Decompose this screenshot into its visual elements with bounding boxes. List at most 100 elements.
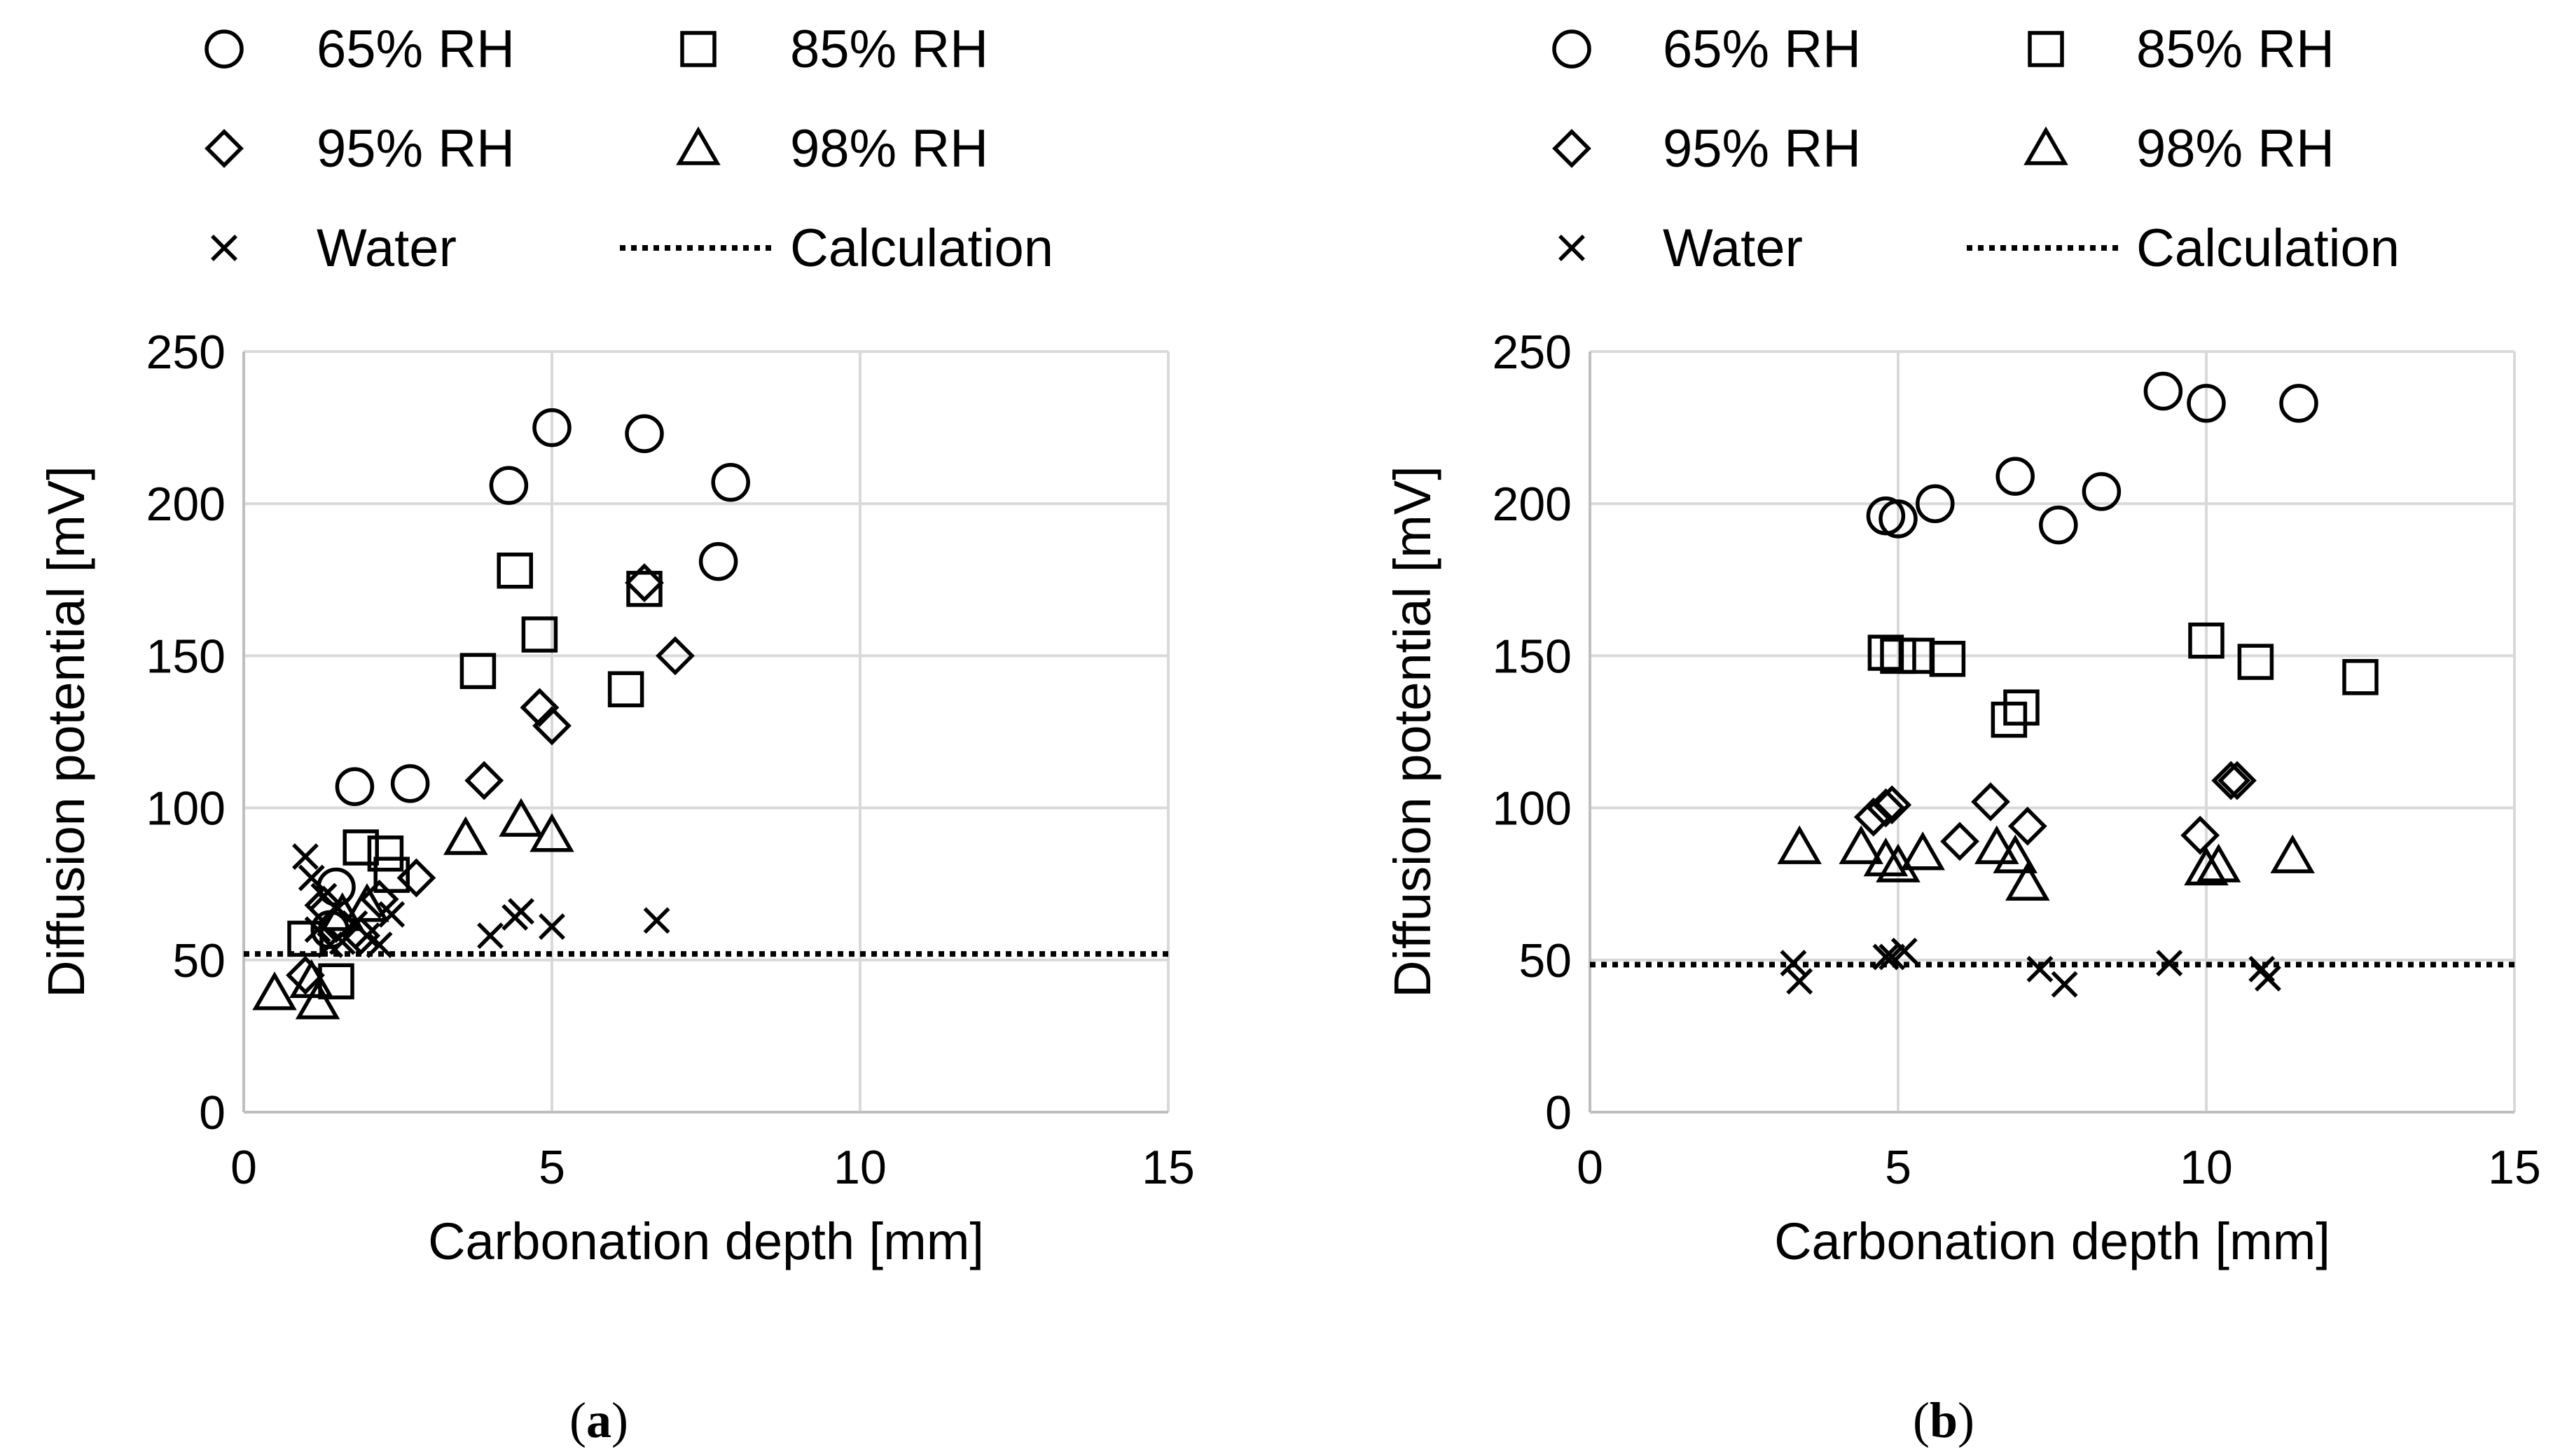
- y-tick-label-3: 150: [146, 630, 226, 683]
- point-65-rh-6: [711, 463, 750, 502]
- y-tick-label-1: 50: [1518, 934, 1572, 987]
- point-98-rh-4: [1900, 831, 1945, 871]
- x-tick-label-0: 0: [230, 1141, 257, 1194]
- point-65-rh-2: [390, 764, 430, 803]
- point-water-1: [1786, 968, 1813, 995]
- point-95-rh-8: [532, 706, 572, 746]
- point-water-5: [2026, 955, 2054, 983]
- y-tick-label-0: 0: [199, 1086, 226, 1139]
- point-98-rh-4: [345, 883, 389, 922]
- chart-panel-a: 0 50 100 150 200 250 0 5 10 15 Carbonation depth […: [37, 20, 1195, 1448]
- point-98-rh-6: [1993, 834, 2037, 873]
- point-65-rh-4: [532, 408, 572, 448]
- point-65-rh-3: [1995, 457, 2035, 496]
- y-axis-title: Diffusion potential [mV]: [37, 466, 95, 998]
- point-95-rh-9: [625, 563, 664, 603]
- x-axis-title: Carbonation depth [mm]: [428, 1212, 984, 1270]
- point-95-rh-6: [2180, 815, 2220, 855]
- x-tick-label-2: 10: [833, 1141, 887, 1194]
- point-85-rh-6: [2188, 622, 2225, 659]
- legend-marker-85-rh: [2028, 31, 2064, 67]
- series-water: [292, 843, 670, 959]
- point-85-rh-1: [1880, 637, 1916, 674]
- legend: 65% RH 85% RH 95% RH 98% RH Water Calculation: [1552, 20, 2400, 278]
- legend-marker-98-rh: [2023, 126, 2068, 165]
- point-95-rh-1: [1866, 788, 1906, 828]
- y-tick-label-2: 100: [146, 782, 226, 836]
- series-65-rh: [310, 408, 750, 950]
- point-water-0: [292, 843, 319, 871]
- legend-label-water: Water: [317, 219, 457, 278]
- point-98-rh-2: [295, 980, 340, 1020]
- point-85-rh-3: [367, 836, 404, 872]
- point-85-rh-8: [607, 671, 644, 707]
- legend-label-85-rh: 85% RH: [790, 20, 988, 79]
- legend-marker-95-rh: [205, 129, 244, 168]
- point-65-rh-1: [335, 767, 375, 806]
- point-95-rh-6: [464, 761, 504, 800]
- panel-caption-b: (b): [1913, 1392, 1974, 1448]
- point-98-rh-5: [443, 816, 488, 855]
- legend: 65% RH 85% RH 95% RH 98% RH Water Calculation: [205, 20, 1053, 278]
- y-tick-label-1: 50: [172, 934, 226, 987]
- panel-caption-a: (a): [569, 1392, 628, 1448]
- point-water-14: [643, 907, 670, 934]
- x-tick-label-1: 5: [539, 1141, 565, 1194]
- series-85-rh: [287, 553, 663, 999]
- x-tick-label-3: 15: [2488, 1141, 2541, 1194]
- series-85-rh: [1867, 622, 2379, 738]
- point-98-rh-0: [252, 971, 297, 1011]
- point-water-2: [310, 882, 338, 910]
- point-65-rh-5: [2082, 472, 2122, 511]
- point-85-rh-2: [343, 829, 379, 866]
- chart-panel-b: 0 50 100 150 200 250 0 5 10 15 Carbonation depth […: [1383, 20, 2541, 1448]
- point-98-rh-1: [1839, 825, 1883, 864]
- point-95-rh-0: [1853, 797, 1893, 837]
- y-axis-title: Diffusion potential [mV]: [1383, 466, 1441, 998]
- y-tick-label-5: 250: [1493, 326, 1572, 379]
- series-65-rh: [1866, 371, 2318, 545]
- point-98-rh-2: [1863, 837, 1909, 877]
- point-65-rh-1: [1879, 499, 1918, 539]
- x-tick-label-0: 0: [1577, 1141, 1603, 1194]
- point-water-9: [2255, 964, 2281, 992]
- x-tick-label-2: 10: [2180, 1141, 2233, 1194]
- legend-marker-water: [1558, 235, 1585, 261]
- legend-marker-85-rh: [680, 31, 717, 67]
- legend-label-65-rh: 65% RH: [1663, 20, 1861, 79]
- point-water-4: [1890, 937, 1918, 964]
- point-85-rh-6: [497, 553, 533, 589]
- point-water-13: [539, 913, 565, 940]
- point-98-rh-5: [1974, 825, 2019, 864]
- y-tick-label-2: 100: [1493, 782, 1572, 836]
- point-water-12: [501, 904, 529, 931]
- legend-label-98-rh: 98% RH: [790, 119, 988, 179]
- point-95-rh-2: [1872, 785, 1912, 825]
- point-98-rh-8: [2184, 846, 2229, 886]
- point-95-rh-3: [1940, 821, 1979, 861]
- x-axis-title: Carbonation depth [mm]: [1774, 1212, 2330, 1270]
- legend-label-calculation: Calculation: [2136, 219, 2400, 278]
- point-85-rh-1: [318, 963, 354, 999]
- point-water-8: [378, 901, 406, 928]
- point-98-rh-6: [499, 798, 544, 837]
- point-85-rh-5: [2003, 689, 2040, 726]
- x-tick-label-3: 15: [1142, 1141, 1195, 1194]
- y-tick-label-0: 0: [1545, 1086, 1572, 1139]
- point-95-rh-5: [396, 858, 436, 898]
- legend-label-95-rh: 95% RH: [317, 119, 515, 179]
- point-65-rh-7: [698, 541, 738, 581]
- point-85-rh-4: [1991, 701, 2028, 738]
- series-98-rh: [252, 798, 574, 1020]
- point-water-10: [477, 922, 504, 949]
- legend-label-98-rh: 98% RH: [2136, 119, 2334, 179]
- point-85-rh-4: [373, 857, 410, 893]
- point-water-6: [2051, 971, 2078, 998]
- point-98-rh-0: [1777, 825, 1822, 864]
- legend-marker-65-rh: [205, 29, 244, 69]
- point-water-7: [2156, 950, 2183, 977]
- legend-label-water: Water: [1663, 219, 1803, 278]
- y-tick-label-4: 200: [146, 478, 226, 531]
- point-85-rh-8: [2342, 659, 2379, 695]
- point-85-rh-7: [2237, 644, 2274, 680]
